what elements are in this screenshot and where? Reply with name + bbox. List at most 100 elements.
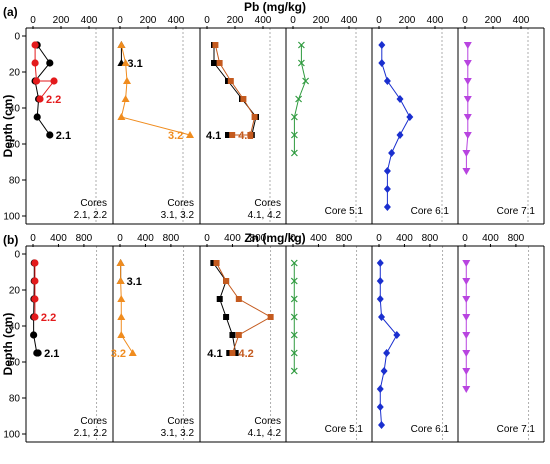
series-label: 3.2 [168, 130, 183, 142]
data-point [36, 95, 44, 103]
x-tick-label: 0 [204, 233, 210, 244]
x-tick-label: 400 [427, 15, 444, 26]
series-line [381, 45, 411, 207]
data-point [383, 203, 391, 211]
panel-label: (a) [3, 5, 18, 19]
data-point [383, 185, 391, 193]
data-point [383, 349, 391, 357]
data-point [290, 349, 298, 357]
series-label: 3.2 [111, 348, 126, 360]
y-tick-label: 60 [9, 358, 21, 369]
y-tick-label: 40 [9, 104, 21, 115]
data-point [297, 59, 305, 67]
data-point [32, 77, 41, 85]
series-line [379, 263, 398, 426]
x-tick-label: 0 [30, 15, 36, 26]
x-tick-label: 200 [313, 15, 330, 26]
data-point [121, 95, 130, 102]
x-tick-label: 800 [76, 233, 93, 244]
core-panel: 0 200 400 Core 7.1 [457, 15, 535, 224]
series-label: 2.2 [41, 312, 56, 324]
data-point [229, 332, 236, 338]
data-point [121, 59, 130, 66]
data-point [186, 131, 194, 138]
data-point [462, 278, 471, 285]
x-tick-label: 400 [137, 233, 154, 244]
data-point [462, 350, 471, 357]
y-tick-label: 40 [9, 322, 21, 333]
x-tick-label: 0 [117, 233, 123, 244]
data-point [396, 95, 404, 103]
x-tick-label: 0 [462, 15, 468, 26]
data-point [380, 367, 388, 375]
x-tick-label: 200 [227, 15, 244, 26]
data-point [267, 314, 274, 320]
panel-caption: Cores [167, 416, 194, 427]
data-point [462, 332, 471, 339]
data-point [295, 95, 303, 103]
data-point [116, 259, 125, 266]
data-point [463, 114, 472, 121]
data-point [223, 314, 230, 320]
data-point [123, 77, 131, 84]
panel-caption: Core 6.1 [411, 424, 450, 435]
data-point [211, 60, 217, 66]
data-point [223, 278, 230, 284]
data-point [226, 350, 233, 356]
x-tick-label: 400 [50, 233, 67, 244]
data-point [128, 349, 137, 356]
x-tick-label: 200 [140, 15, 157, 26]
data-point [376, 403, 384, 411]
core-panel: 0 400 800 Core 5.1 [285, 233, 363, 442]
x-tick-label: 400 [341, 15, 358, 26]
data-point [225, 132, 231, 138]
data-point [227, 78, 234, 84]
series-label: 4.1 [207, 348, 222, 360]
data-point [235, 332, 242, 338]
data-point [34, 349, 42, 357]
y-tick-label: 0 [14, 32, 20, 43]
data-point [117, 331, 126, 338]
data-point [33, 113, 41, 121]
x-tick-label: 400 [168, 15, 185, 26]
panel-caption: Core 5.1 [325, 206, 364, 217]
series-line [33, 263, 39, 354]
panel-caption: 4.1, 4.2 [248, 428, 282, 439]
data-point [31, 59, 39, 67]
data-point [117, 295, 126, 302]
series-label: 2.1 [44, 348, 59, 360]
panel-caption: Cores [254, 416, 281, 427]
core-panel: 0 400 800 Core 6.1 [371, 233, 450, 442]
data-point [406, 113, 414, 121]
data-point [463, 60, 472, 67]
data-point [229, 350, 236, 356]
series-label: 2.1 [56, 130, 71, 142]
data-point [247, 132, 254, 138]
chart-title: Pb (mg/kg) [244, 0, 306, 14]
y-axis-title: Depth (cm) [1, 313, 15, 376]
data-point [378, 313, 386, 321]
data-point [297, 41, 305, 49]
data-point [290, 131, 298, 139]
data-point [462, 150, 471, 157]
data-point [116, 277, 125, 284]
data-point [393, 331, 401, 339]
data-point [290, 331, 298, 339]
data-point [463, 132, 472, 139]
data-point [210, 260, 217, 266]
data-point [388, 149, 396, 157]
panel-caption: 4.1, 4.2 [248, 210, 282, 221]
data-point [463, 78, 472, 85]
data-point [462, 368, 471, 375]
x-tick-label: 400 [396, 233, 413, 244]
data-point [376, 259, 384, 267]
data-point [290, 367, 298, 375]
data-point [290, 113, 298, 121]
series-label: 2.2 [46, 94, 61, 106]
y-axis-title: Depth (cm) [1, 95, 15, 158]
x-tick-label: 400 [513, 15, 530, 26]
data-point [462, 314, 471, 321]
data-point [462, 296, 471, 303]
